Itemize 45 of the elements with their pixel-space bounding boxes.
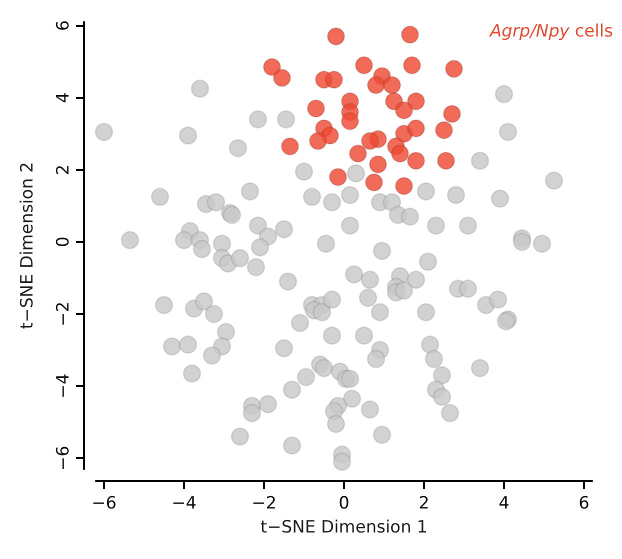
point [382,76,402,94]
point [390,144,410,163]
y-tick-label: 2 [54,164,74,176]
x-axis-title: t−SNE Dimension 1 [260,518,428,538]
point [308,132,328,150]
point [368,155,388,174]
x-tick-label: −4 [171,494,197,514]
x-tick-label: −6 [91,494,117,514]
point [400,25,420,44]
point [262,58,282,76]
point [394,176,414,196]
y-tick-label: −6 [54,446,74,471]
x-tick-label: −2 [251,494,277,514]
point [280,137,300,156]
point [436,152,456,170]
y-tick-label: 4 [54,92,74,104]
y-axis-title: t−SNE Dimension 2 [18,162,38,330]
point [306,99,326,118]
y-tick-label: 0 [54,236,74,248]
y-tick-label: 6 [54,20,74,32]
text: Agrp/Npy cells [488,22,614,42]
point [442,104,462,124]
point [364,173,384,192]
point [406,119,426,138]
point [340,112,360,130]
point [354,56,374,75]
point [324,70,344,89]
point [360,132,380,150]
x-tick-label: 2 [418,494,430,514]
x-tick-label: 0 [338,494,350,514]
point [328,168,348,186]
point [348,144,368,163]
x-tick-label: 6 [578,494,590,514]
point [326,27,346,46]
y-tick-label: −2 [54,301,74,327]
point [402,56,422,75]
point [444,60,464,78]
point [434,120,454,140]
point [272,68,292,88]
y-tick-label: −4 [54,374,74,399]
x-tick-label: 4 [498,494,510,514]
point [366,76,386,94]
point [394,101,414,120]
point [406,152,426,170]
point [406,92,426,111]
